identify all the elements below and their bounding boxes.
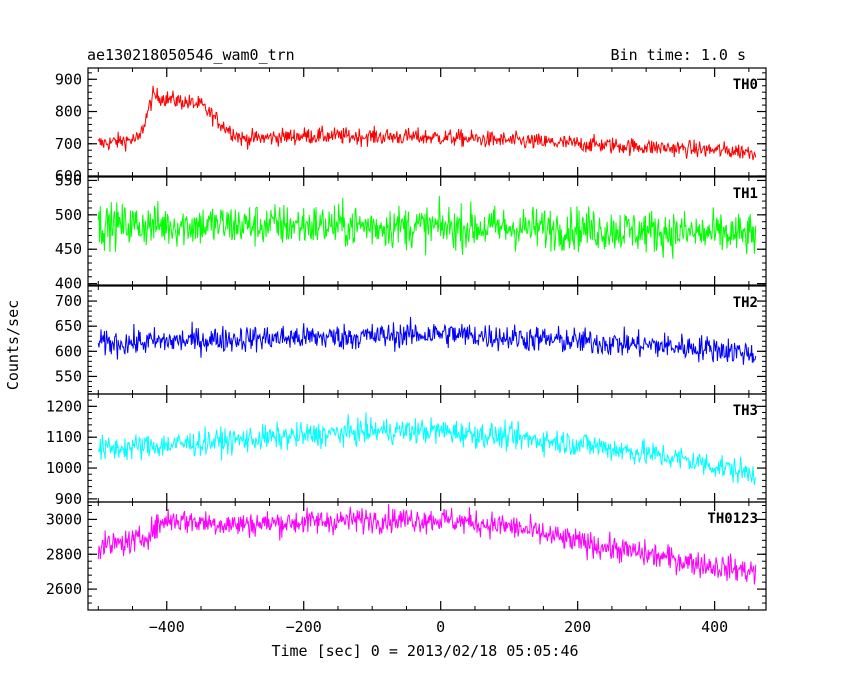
- panel-label: TH0123: [707, 511, 758, 527]
- panel-th0: 600 700 800 900 TH0: [55, 67, 767, 185]
- y-tick-label: 600: [55, 342, 82, 360]
- x-tick-label: −200: [286, 618, 322, 636]
- y-tick-label: 2800: [46, 545, 82, 563]
- panel-th0123: 2600 2800 3000 TH0123: [46, 501, 767, 611]
- y-tick-label: 700: [55, 292, 82, 310]
- x-tick-label: 200: [564, 618, 591, 636]
- x-axis-label: Time [sec] 0 = 2013/02/18 05:05:46: [271, 642, 578, 660]
- x-tick-label: 400: [701, 618, 728, 636]
- x-axis: −400 −200 0 200 400: [149, 618, 728, 636]
- panel-frame: [87, 67, 767, 177]
- y-tick-label: 900: [55, 490, 82, 508]
- y-tick-label: 550: [55, 171, 82, 189]
- y-tick-label: 550: [55, 367, 82, 385]
- y-tick-label: 450: [55, 240, 82, 258]
- chart-title: ae130218050546_wam0_trn: [87, 46, 295, 64]
- y-tick-label: 900: [55, 70, 82, 88]
- series-line-th2: [97, 316, 757, 365]
- y-tick-label: 650: [55, 317, 82, 335]
- panel-label: TH2: [733, 295, 758, 311]
- y-tick-label: 500: [55, 206, 82, 224]
- y-tick-label: 3000: [46, 510, 82, 528]
- x-tick-label: 0: [436, 618, 445, 636]
- panel-label: TH0: [733, 77, 758, 93]
- y-axis-label: Counts/sec: [4, 300, 22, 390]
- series-line-th1: [97, 195, 757, 259]
- series-line-th0: [97, 85, 757, 161]
- series-line-th0123: [97, 504, 757, 585]
- y-tick-label: 600: [55, 167, 82, 185]
- panel-th3: 900 1000 1100 1200 TH3: [46, 393, 767, 508]
- y-tick-label: 400: [55, 275, 82, 293]
- y-tick-label: 2600: [46, 580, 82, 598]
- panel-th1: 400 450 500 550 TH1: [55, 171, 767, 293]
- series-line-th3: [97, 412, 757, 485]
- bin-time-label: Bin time: 1.0 s: [611, 46, 746, 64]
- y-tick-label: 1100: [46, 428, 82, 446]
- panel-label: TH3: [733, 403, 758, 419]
- y-tick-label: 800: [55, 103, 82, 121]
- panel-frame: [87, 501, 767, 611]
- panel-label: TH1: [733, 186, 758, 202]
- panel-th2: 550 600 650 700 TH2: [55, 285, 767, 395]
- y-tick-label: 1200: [46, 397, 82, 415]
- y-tick-label: 700: [55, 135, 82, 153]
- panel-frame: [87, 176, 767, 286]
- y-tick-label: 1000: [46, 459, 82, 477]
- x-tick-label: −400: [149, 618, 185, 636]
